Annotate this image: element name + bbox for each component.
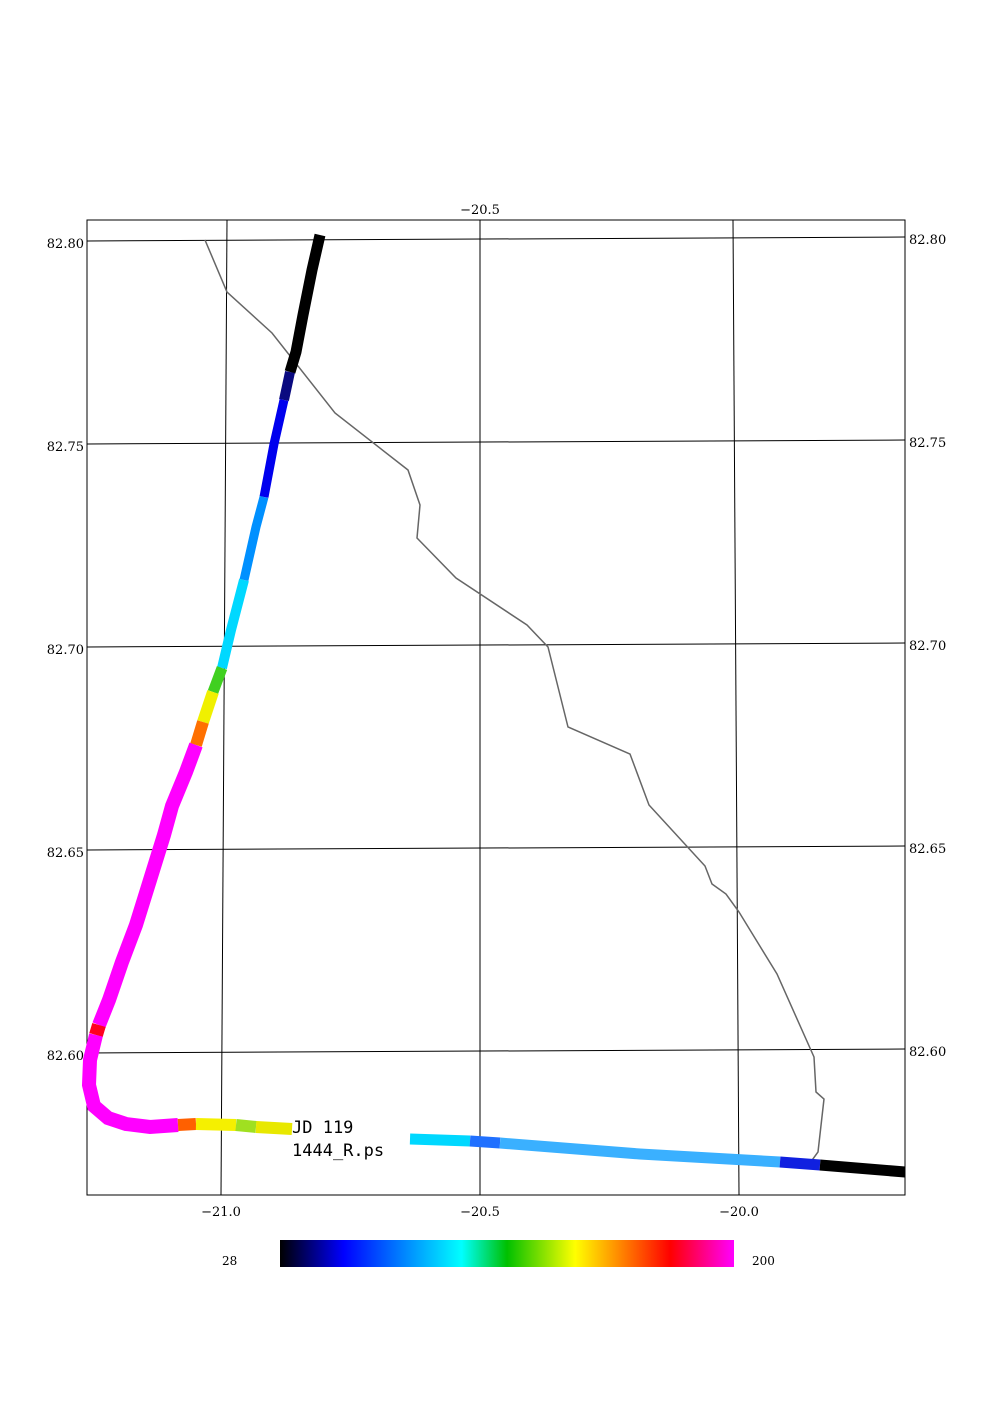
lat-label-left-82-60: 82.60 [47, 1049, 84, 1064]
lat-label-left-82-80: 82.80 [47, 237, 84, 252]
annotation-line-1: JD 119 [292, 1118, 353, 1138]
graticule-lat [86, 236, 906, 1054]
lat-labels-left: 82.80 82.75 82.70 82.65 82.60 [47, 237, 84, 1064]
colorbar [280, 1240, 734, 1267]
lon-label-21-0: −21.0 [201, 1205, 241, 1220]
top-lon-label: −20.5 [460, 203, 500, 218]
lat-label-right-82-75: 82.75 [909, 436, 946, 451]
colorbar-min-label: 28 [222, 1254, 237, 1268]
lat-label-left-82-65: 82.65 [47, 846, 84, 861]
lat-label-right-82-70: 82.70 [909, 639, 946, 654]
coastline [204, 239, 825, 1164]
lat-labels-right: 82.80 82.75 82.70 82.65 82.60 [909, 233, 946, 1060]
annotation-line-2: 1444_R.ps [292, 1141, 384, 1161]
lat-label-right-82-80: 82.80 [909, 233, 946, 248]
lat-label-right-82-60: 82.60 [909, 1045, 946, 1060]
lat-label-right-82-65: 82.65 [909, 842, 946, 857]
colorbar-max-label: 200 [752, 1254, 775, 1268]
lat-label-left-82-70: 82.70 [47, 643, 84, 658]
lon-labels-bottom: −21.0 −20.5 −20.0 [201, 1205, 759, 1220]
lat-label-left-82-75: 82.75 [47, 440, 84, 455]
graticule-lon [220, 219, 740, 1196]
lon-label-20-0: −20.0 [719, 1205, 759, 1220]
ship-track [81, 233, 906, 1178]
lon-label-20-5: −20.5 [460, 1205, 500, 1220]
map-frame [86, 219, 906, 1196]
